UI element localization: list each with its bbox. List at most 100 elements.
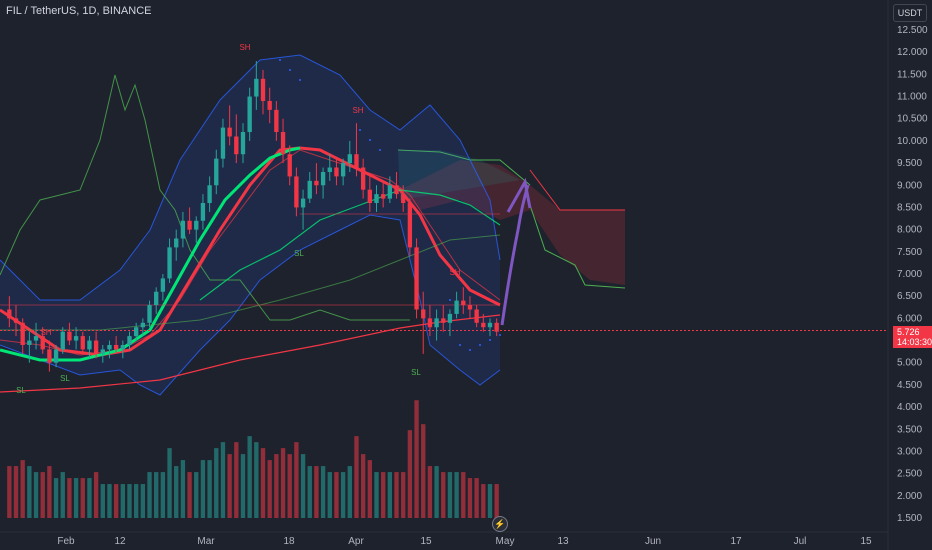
y-tick-label: 10.500	[897, 114, 928, 125]
volume-bar	[214, 448, 219, 518]
sar-dot	[479, 344, 481, 346]
volume-bar	[267, 460, 272, 518]
volume-bar	[481, 484, 486, 518]
lightning-icon[interactable]: ⚡	[492, 516, 508, 532]
x-tick-label: May	[496, 536, 515, 547]
volume-bar	[220, 442, 226, 518]
volume-bar	[73, 478, 79, 518]
volume-bar	[100, 484, 105, 518]
candle-body	[494, 322, 499, 332]
volume-bar	[107, 484, 112, 518]
candle-body	[280, 132, 286, 155]
candle-body	[427, 318, 433, 328]
candle-body	[147, 305, 152, 323]
candle-body	[247, 96, 252, 133]
volume-bar	[260, 448, 266, 518]
swing-label: SH	[40, 328, 51, 337]
volume-bar	[180, 460, 186, 518]
candle-body	[481, 322, 486, 328]
ema-slow-thin	[0, 149, 501, 356]
forecast-arrow-head	[506, 177, 532, 213]
candle-body	[160, 278, 166, 292]
volume-bar	[113, 484, 119, 518]
y-tick-label: 9.500	[897, 158, 922, 169]
candle-body	[174, 238, 179, 248]
sar-dot	[499, 334, 501, 336]
y-tick-label: 11.500	[897, 69, 927, 80]
candle-body	[461, 300, 466, 306]
swing-label: SL	[16, 386, 26, 395]
volume-bar	[147, 472, 152, 518]
y-tick-label: 8.000	[897, 225, 922, 236]
sar-dot	[489, 339, 491, 341]
candle-body	[307, 180, 312, 199]
volume-bar	[280, 448, 286, 518]
volume-bar	[53, 478, 59, 518]
volume-bar	[154, 472, 159, 518]
candle-body	[254, 78, 259, 97]
ema-mid-line	[199, 189, 501, 301]
y-tick-label: 7.500	[897, 247, 922, 258]
candle-body	[180, 220, 186, 239]
y-tick-label: 4.000	[897, 402, 922, 413]
sar-dot	[379, 149, 381, 151]
symbol-title: FIL / TetherUS, 1D, BINANCE	[6, 5, 152, 17]
volume-bar	[474, 478, 479, 518]
candle-body	[240, 132, 246, 155]
candle-body	[40, 336, 45, 350]
candle-body	[474, 309, 479, 323]
candle-body	[187, 220, 192, 230]
volume-bar	[427, 466, 433, 518]
candle-body	[127, 336, 132, 345]
y-tick-label: 9.000	[897, 180, 922, 191]
currency-selector[interactable]: USDT	[893, 4, 927, 22]
candle-body	[320, 171, 326, 186]
candle-body	[214, 158, 219, 186]
candle-body	[374, 194, 379, 204]
candle-body	[207, 185, 212, 204]
bar-countdown: 14:03:30	[897, 336, 932, 347]
x-tick-label: 12	[114, 536, 126, 547]
volume-bar	[160, 472, 166, 518]
last-price-tag: 5.726 14:03:30	[893, 325, 932, 348]
volume-bar	[294, 442, 299, 518]
forecast-arrow	[500, 184, 530, 326]
candle-body	[140, 322, 146, 328]
y-tick-label: 3.000	[897, 446, 922, 457]
volume-bar	[120, 484, 125, 518]
volume-bar	[7, 466, 12, 518]
bollinger-upper	[0, 54, 501, 301]
candle-body	[434, 318, 439, 328]
volume-bar	[167, 448, 172, 518]
candle-body	[421, 309, 426, 319]
chikou-line	[524, 189, 626, 289]
candle-body	[27, 340, 32, 345]
candle-body	[327, 167, 332, 172]
volume-bar	[254, 442, 259, 518]
x-tick-label: Jun	[645, 536, 661, 547]
x-tick-label: 17	[730, 536, 742, 547]
volume-bar	[187, 472, 192, 518]
volume-bar	[381, 472, 386, 518]
volume-bar	[207, 460, 212, 518]
ichimoku-cloud	[400, 160, 625, 285]
volume-bar	[174, 466, 179, 518]
volume-bar	[87, 478, 92, 518]
candle-body	[314, 180, 319, 186]
candle-body	[387, 185, 393, 199]
sar-dot	[369, 139, 371, 141]
swing-label: SH	[352, 106, 363, 115]
volume-bar	[47, 466, 52, 518]
x-tick-label: Apr	[348, 536, 364, 547]
sar-dot	[459, 344, 461, 346]
volume-bar	[20, 460, 25, 518]
volume-bar	[194, 472, 199, 518]
volume-bar	[300, 454, 306, 518]
candle-body	[394, 185, 399, 195]
volume-bar	[200, 460, 206, 518]
y-tick-label: 4.500	[897, 380, 922, 391]
candle-body	[367, 189, 372, 204]
volume-bar	[247, 436, 252, 518]
